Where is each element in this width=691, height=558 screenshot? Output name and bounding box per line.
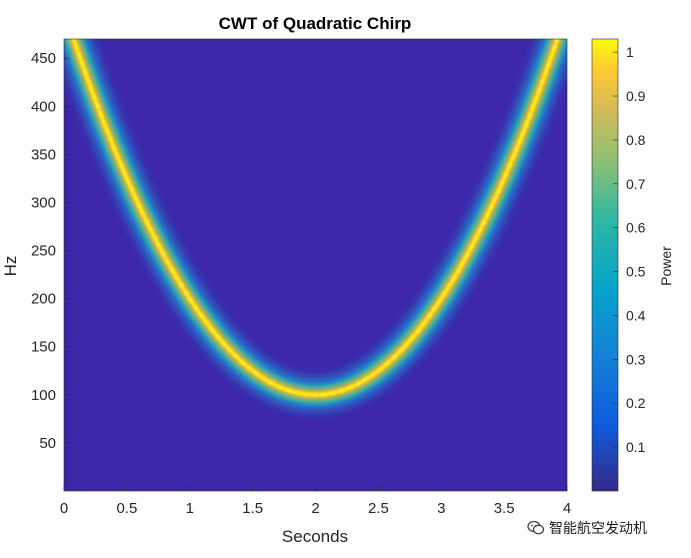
x-axis: 0 0.5 1 1.5 2 2.5 3 3.5 4: [60, 486, 571, 517]
colorbar-tick-label: 0.2: [626, 395, 646, 411]
y-tick-label: 300: [31, 194, 56, 211]
x-tick-label: 1.5: [242, 500, 263, 517]
y-axis: 50 100 150 200 250 300 350 400 450: [31, 50, 69, 452]
x-tick-label: 2: [311, 500, 319, 517]
ridge-layer: [64, 39, 567, 410]
y-tick-label: 350: [31, 146, 56, 163]
colorbar-ticks: 0.1 0.2 0.3 0.4 0.5 0.6 0.7 0.8 0.9 1: [613, 44, 646, 455]
colorbar-tick-label: 1: [626, 44, 634, 60]
chart-title: CWT of Quadratic Chirp: [219, 14, 412, 33]
colorbar-tick-label: 0.4: [626, 307, 646, 323]
y-tick-label: 200: [31, 291, 56, 308]
wechat-icon: [527, 520, 545, 535]
y-tick-label: 250: [31, 243, 56, 260]
colorbar-tick-label: 0.9: [626, 88, 646, 104]
x-tick-label: 3: [437, 500, 445, 517]
x-axis-label: Seconds: [282, 527, 348, 546]
colorbar-label: Power: [658, 246, 674, 286]
plot-background: [64, 39, 567, 491]
x-tick-label: 3.5: [494, 500, 515, 517]
colorbar-gradient: [591, 38, 619, 492]
colorbar-tick-label: 0.8: [626, 132, 646, 148]
watermark: 智能航空发动机: [527, 518, 647, 538]
y-tick-label: 150: [31, 339, 56, 356]
ridge-core: [71, 39, 560, 397]
watermark-text: 智能航空发动机: [549, 521, 647, 537]
colorbar-tick-label: 0.6: [626, 220, 646, 236]
y-tick-label: 50: [39, 435, 56, 452]
colorbar-tick-label: 0.3: [626, 351, 646, 367]
y-tick-label: 400: [31, 98, 56, 115]
x-tick-label: 0.5: [116, 500, 137, 517]
colorbar-tick-label: 0.5: [626, 264, 646, 280]
x-tick-label: 2.5: [368, 500, 389, 517]
x-tick-label: 4: [563, 500, 571, 517]
y-axis-label: Hz: [1, 256, 20, 277]
y-tick-label: 450: [31, 50, 56, 67]
x-tick-label: 1: [186, 500, 194, 517]
colorbar: 0.1 0.2 0.3 0.4 0.5 0.6 0.7 0.8 0.9 1 Power: [591, 38, 674, 492]
y-tick-label: 100: [31, 387, 56, 404]
x-tick-label: 0: [60, 500, 68, 517]
colorbar-tick-label: 0.7: [626, 176, 646, 192]
plot-area: [63, 38, 568, 492]
colorbar-tick-label: 0.1: [626, 439, 646, 455]
